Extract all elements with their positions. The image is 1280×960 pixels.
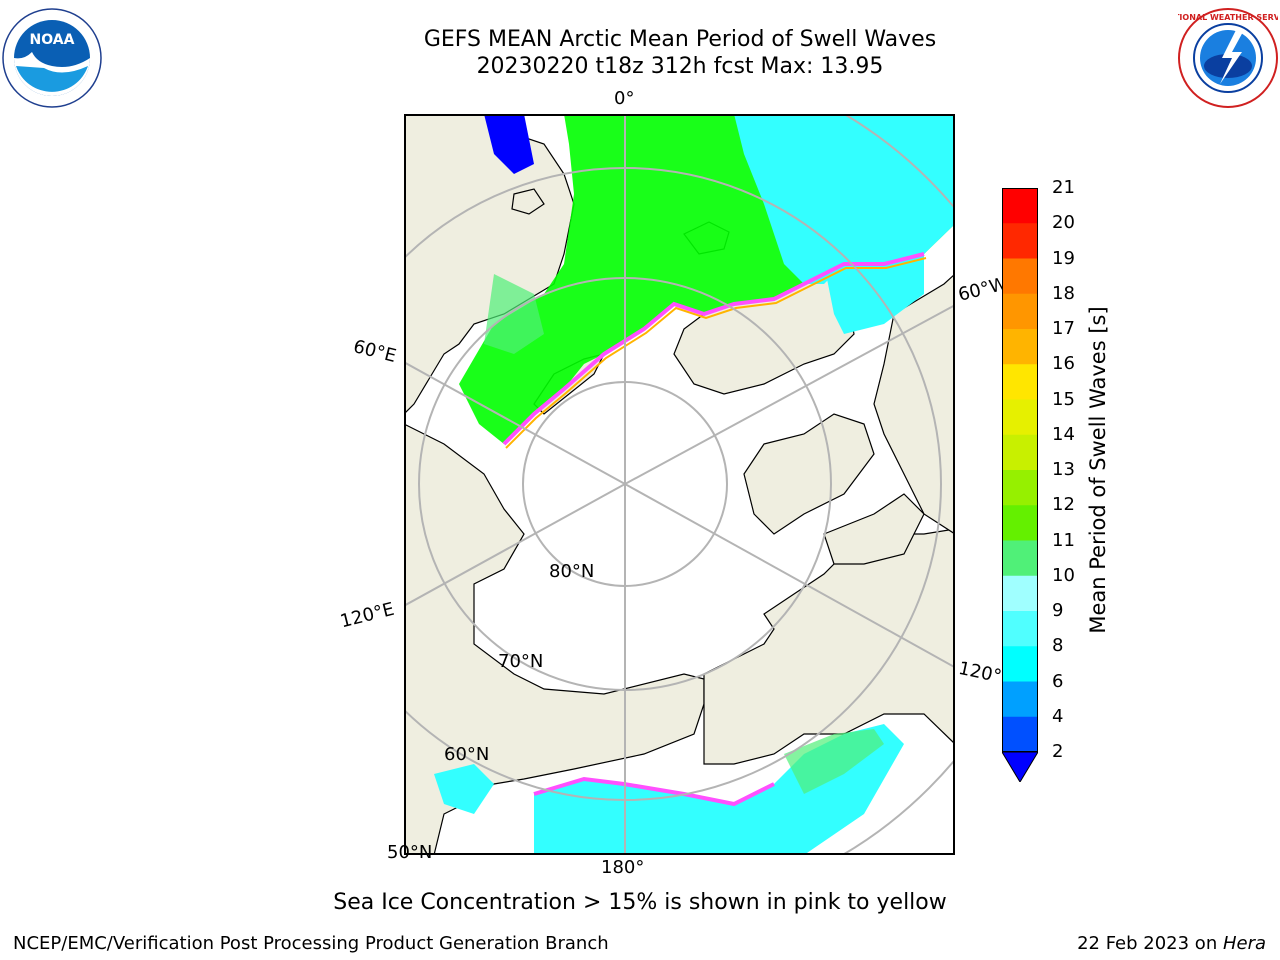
colorbar-tick-label: 6 xyxy=(1052,670,1064,692)
nws-ring-text: NATIONAL WEATHER SERVICE xyxy=(1178,13,1278,22)
colorbar-segment xyxy=(1002,575,1038,612)
colorbar-tick-label: 2 xyxy=(1052,741,1064,762)
colorbar-under-arrow xyxy=(1002,751,1038,782)
footer-left: NCEP/EMC/Verification Post Processing Pr… xyxy=(13,933,609,954)
label-lon-60e: 60°E xyxy=(351,336,399,367)
chart-subtitle: 20230220 t18z 312h fcst Max: 13.95 xyxy=(476,54,884,79)
label-lon-180: 180° xyxy=(601,857,645,878)
colorbar-segment xyxy=(1002,646,1038,682)
label-lon-120e: 120°E xyxy=(338,598,397,633)
label-lon-0: 0° xyxy=(614,88,635,109)
colorbar-segment xyxy=(1002,188,1038,224)
colorbar-tick-label: 19 xyxy=(1052,247,1075,269)
pacific-swell-field xyxy=(434,724,904,855)
footer-host: Hera xyxy=(1222,933,1266,954)
colorbar-tick-label: 18 xyxy=(1052,282,1075,304)
colorbar-tick-label: 16 xyxy=(1052,353,1075,375)
colorbar-tick-label: 8 xyxy=(1052,635,1064,657)
meridian-60e xyxy=(404,361,626,485)
colorbar-tick-label: 10 xyxy=(1052,564,1075,586)
label-lat-60: 60°N xyxy=(444,744,490,765)
colorbar-segment xyxy=(1002,258,1038,295)
sea-ice-note: Sea Ice Concentration > 15% is shown in … xyxy=(333,890,947,915)
colorbar-tick-label: 20 xyxy=(1052,212,1075,234)
colorbar-tick-label: 12 xyxy=(1052,494,1075,516)
colorbar-tick-label: 9 xyxy=(1052,600,1064,621)
colorbar-segment xyxy=(1002,223,1038,259)
arctic-map xyxy=(404,114,955,855)
label-lat-80: 80°N xyxy=(549,561,595,582)
colorbar xyxy=(1002,188,1038,782)
colorbar-segment xyxy=(1002,364,1038,400)
colorbar-tick-label: 11 xyxy=(1052,529,1075,551)
colorbar-frame xyxy=(1002,188,1038,752)
label-lat-70: 70°N xyxy=(498,651,544,672)
atlantic-swell-field xyxy=(459,114,955,449)
colorbar-tick-label: 15 xyxy=(1052,388,1075,410)
noaa-logo: NOAA xyxy=(2,8,102,108)
land-masses xyxy=(404,114,955,855)
meridian-120w xyxy=(624,483,955,669)
colorbar-label: Mean Period of Swell Waves [s] xyxy=(1086,306,1110,634)
colorbar-segment xyxy=(1002,540,1038,577)
colorbar-tick-label: 21 xyxy=(1052,177,1075,198)
footer-date: 22 Feb 2023 on xyxy=(1077,933,1223,954)
chart-title: GEFS MEAN Arctic Mean Period of Swell Wa… xyxy=(423,27,937,52)
colorbar-segment xyxy=(1002,434,1038,471)
colorbar-segment xyxy=(1002,716,1038,753)
colorbar-tick-label: 13 xyxy=(1052,459,1075,480)
colorbar-segment xyxy=(1002,399,1038,436)
map-frame xyxy=(404,114,955,855)
meridian-120e xyxy=(404,483,626,607)
colorbar-tick-label: 17 xyxy=(1052,318,1075,339)
colorbar-segment xyxy=(1002,505,1038,541)
nws-logo: NATIONAL WEATHER SERVICE xyxy=(1178,8,1278,108)
graticule xyxy=(404,114,955,855)
colorbar-segment xyxy=(1002,329,1038,365)
noaa-logo-text: NOAA xyxy=(30,32,75,48)
colorbar-segment xyxy=(1002,470,1038,506)
meridian-60w xyxy=(624,304,955,485)
footer-right: 22 Feb 2023 on Hera xyxy=(1077,933,1266,954)
colorbar-segment xyxy=(1002,681,1038,718)
colorbar-segment xyxy=(1002,611,1038,647)
label-lat-50: 50°N xyxy=(387,842,433,863)
colorbar-tick-label: 4 xyxy=(1052,705,1064,727)
colorbar-segment xyxy=(1002,293,1038,330)
colorbar-tick-label: 14 xyxy=(1052,423,1075,445)
